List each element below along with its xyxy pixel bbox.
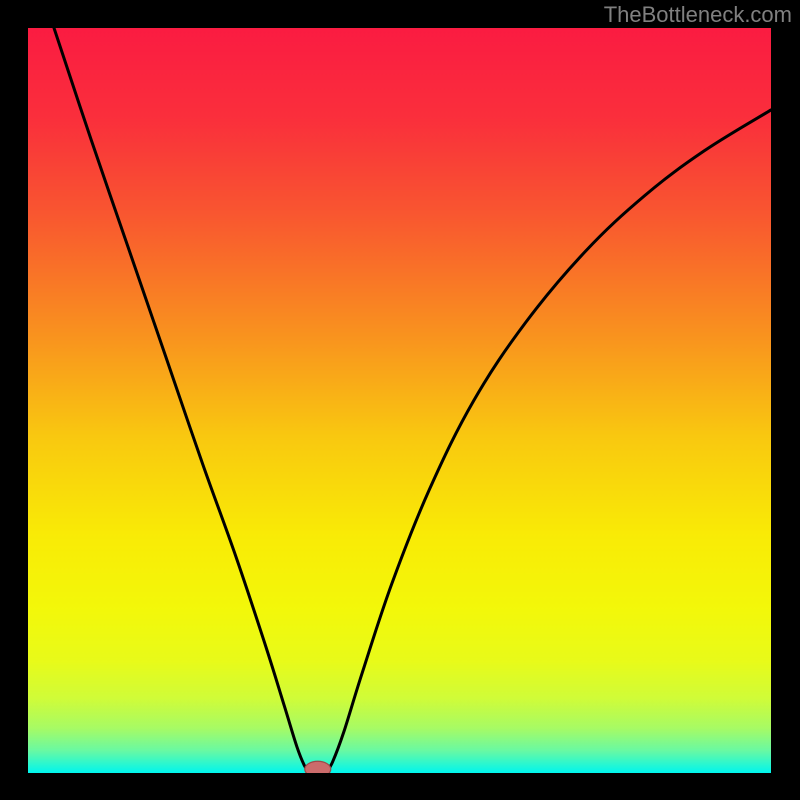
plot-area — [28, 28, 771, 773]
curve-layer — [28, 28, 771, 773]
optimal-marker — [305, 761, 331, 773]
bottleneck-chart: TheBottleneck.com — [0, 0, 800, 800]
watermark-text: TheBottleneck.com — [604, 2, 792, 28]
bottleneck-curve-path — [54, 28, 771, 772]
